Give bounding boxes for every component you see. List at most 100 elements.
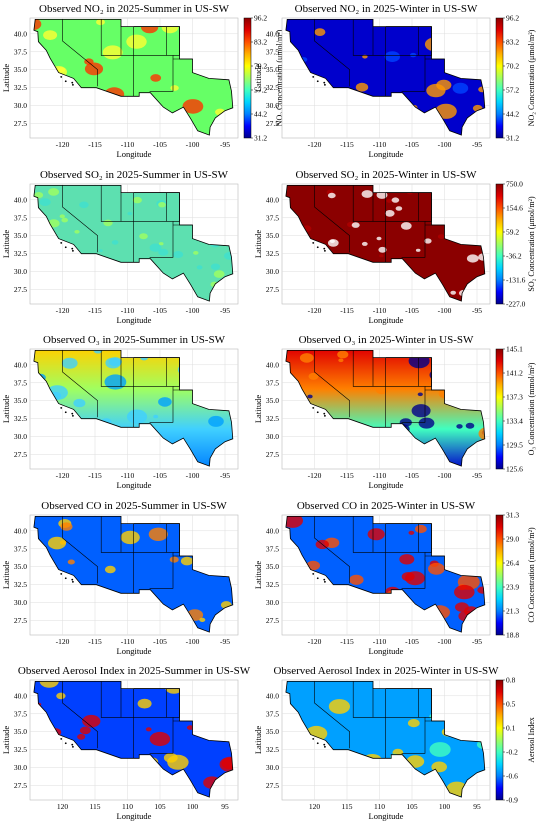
chart-panel: Observed NO₂ in 2025-Winter in US-SW -120… [253,3,536,159]
heatmap-patch [158,248,169,256]
state-border [100,516,134,553]
x-axis-label: Longitude [369,811,404,821]
heatmap-patch [424,238,432,244]
island [64,742,67,745]
x-tick-label: -105 [153,637,167,646]
x-tick-label: -105 [153,140,167,149]
x-tick-label: -100 [186,140,200,149]
y-tick-label: 37.5 [266,544,279,553]
heatmap-patch [196,265,203,270]
state-border [100,19,134,56]
x-tick-label: -100 [186,637,200,646]
heatmap-patch [477,586,485,594]
state-border [62,350,98,418]
y-tick-label: 40.0 [14,29,27,38]
heatmap-patch [48,536,66,550]
heatmap-patch [61,217,68,223]
x-tick-label: -120 [56,471,70,480]
chart-title: Observed SO₂ in 2025-Summer in US-SW [40,169,229,181]
heatmap-patch [182,99,204,114]
chart-title: Observed O₃ in 2025-Winter in US-SW [299,334,474,346]
heatmap-patch [395,206,403,211]
y-tick-label: 32.5 [266,414,279,423]
island [323,578,326,581]
heatmap-patch [67,559,75,565]
heatmap-patch [400,222,412,230]
x-tick-label: -110 [121,637,135,646]
heatmap-patch [48,188,60,196]
state-border [62,681,98,749]
y-axis-label: Latitude [1,561,11,590]
heatmap-patch [355,82,369,92]
heatmap-patch [410,52,417,58]
heatmap-patch [437,234,445,240]
island [72,745,74,748]
heatmap-patch [411,404,431,418]
state-border [385,386,426,423]
y-tick-label: 30.0 [266,101,279,110]
heatmap-patch [33,19,42,31]
heatmap-patch [104,374,127,390]
island [72,580,74,583]
island [316,577,319,580]
colorbar-tick-label: 31.3 [506,511,519,520]
heatmap-patch [158,242,164,246]
colorbar-tick-label: 44.2 [506,110,519,119]
y-tick-label: 40.0 [266,195,279,204]
chart-title: Observed O₃ in 2025-Summer in US-SW [43,334,226,346]
state-border [385,688,432,718]
y-tick-label: 37.5 [266,47,279,56]
x-tick-label: 115 [90,802,101,811]
state-border [385,357,432,387]
heatmap-patch [299,353,314,363]
colorbar-tick-label: 0.5 [506,700,516,709]
heatmap-patch [376,191,388,199]
state-border [133,192,180,222]
x-axis-label: Longitude [117,480,152,490]
x-axis-label: Longitude [117,646,152,656]
state-border [352,516,387,553]
x-tick-label: 120 [309,802,321,811]
colorbar-tick-label: -0.9 [506,796,518,805]
state-border [385,523,432,553]
island [60,738,63,740]
heatmap-patch [108,357,122,367]
x-tick-label: -95 [472,306,482,315]
x-tick-label: -110 [373,471,387,480]
chart-panel: Observed O₃ in 2025-Summer in US-SW -120 -… [1,334,239,490]
colorbar [495,17,504,139]
heatmap-patch [82,714,101,728]
colorbar-tick-label: 83.2 [506,38,519,47]
x-tick-label: 95 [473,802,481,811]
x-axis-label: Longitude [369,646,404,656]
heatmap-patch [307,394,313,399]
heatmap-patch [210,263,221,270]
island [323,743,326,746]
heatmap-patch [399,554,415,565]
y-tick-label: 30.0 [266,598,279,607]
y-tick-label: 35.0 [266,727,279,736]
island [324,414,326,417]
x-tick-label: 110 [122,802,133,811]
island [316,80,319,83]
island [312,573,315,575]
heatmap-patch [429,742,451,757]
state-border [133,357,180,387]
y-tick-label: 40.0 [14,360,27,369]
x-axis-label: Longitude [369,149,404,159]
colorbar-tick-label: -131.6 [506,276,526,285]
heatmap-patch [478,426,485,441]
heatmap-patch [379,254,384,258]
colorbar-tick-label: -0.2 [506,748,518,757]
y-tick-label: 40.0 [266,526,279,535]
y-axis-label: Latitude [1,230,11,259]
heatmap-patch [74,230,80,234]
y-tick-label: 40.0 [14,195,27,204]
y-tick-label: 32.5 [266,249,279,258]
chart-panel: Observed O₃ in 2025-Winter in US-SW -120 -… [253,334,536,490]
x-tick-label: -95 [472,471,482,480]
y-tick-label: 30.0 [14,432,27,441]
x-tick-label: -105 [405,637,419,646]
state-border [100,185,134,222]
heatmap-patch [208,415,224,427]
